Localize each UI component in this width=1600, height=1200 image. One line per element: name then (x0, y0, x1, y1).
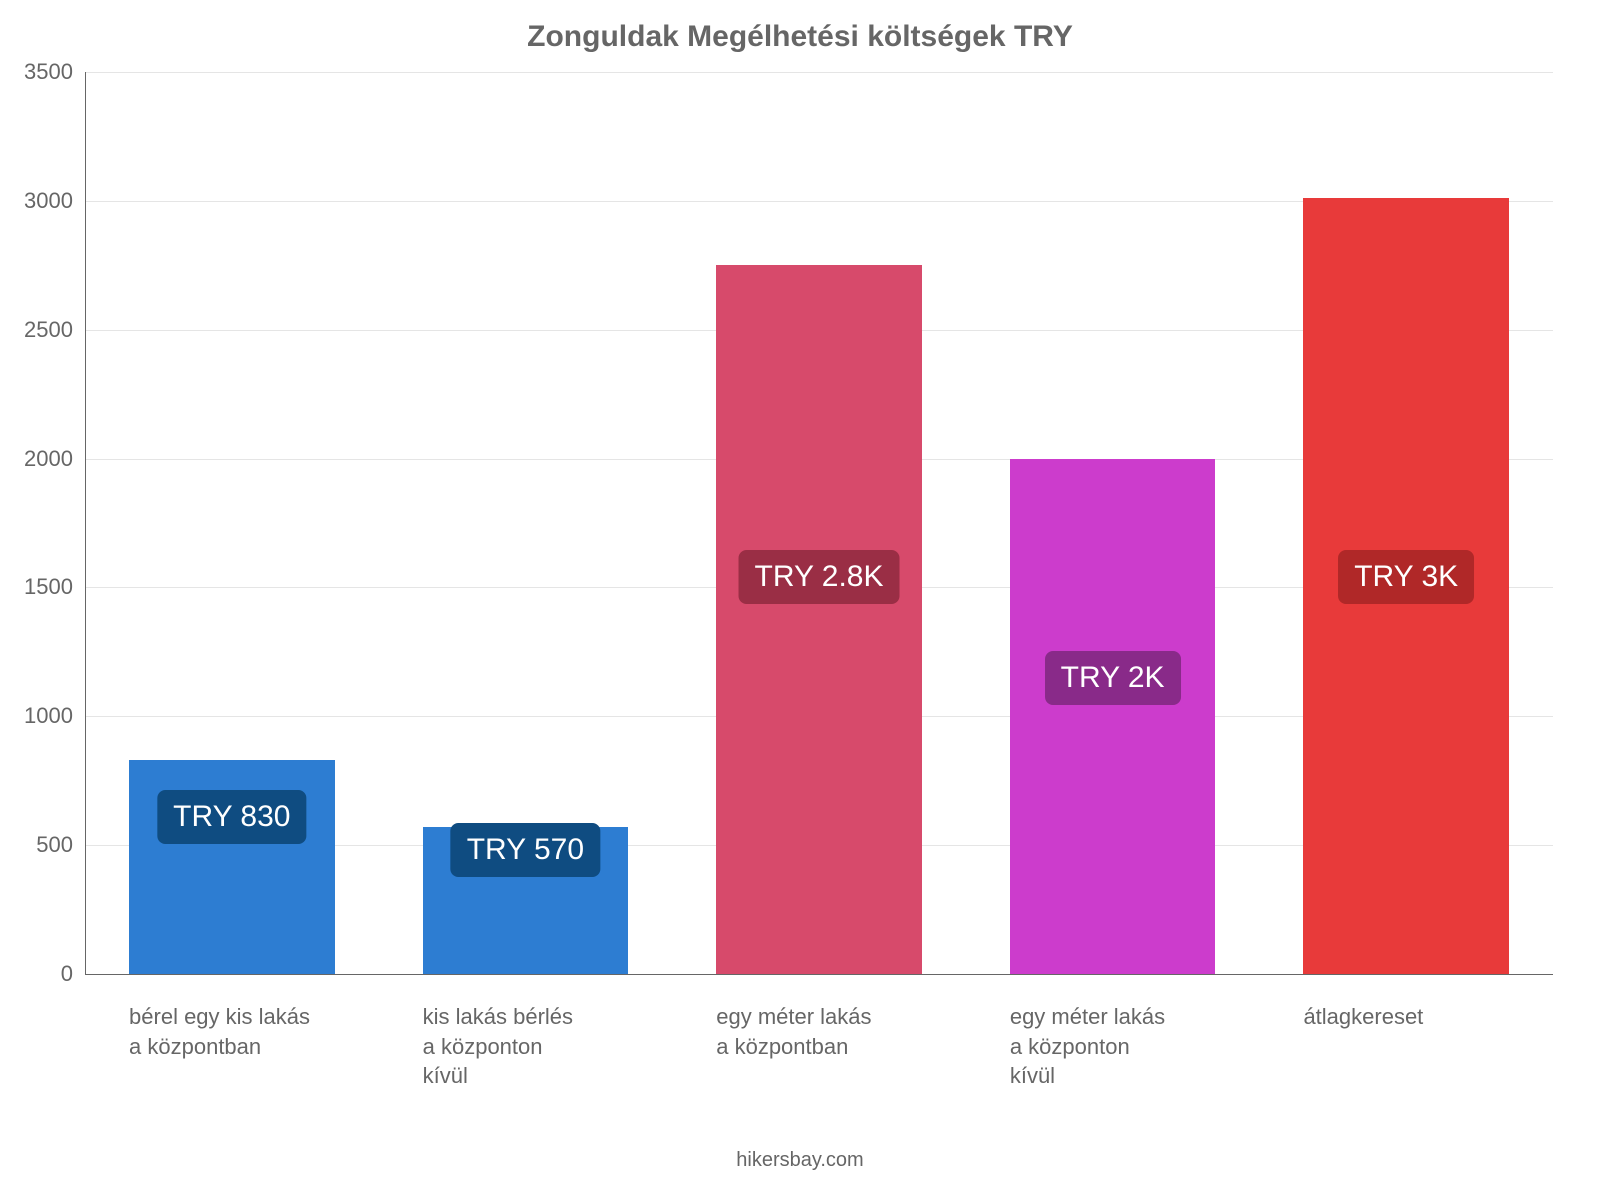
bar (1010, 459, 1216, 974)
gridline (85, 72, 1553, 73)
x-tick-label: bérel egy kis lakás a központban (129, 1002, 375, 1061)
y-tick-label: 2500 (3, 317, 73, 343)
x-tick-label: egy méter lakás a központon kívül (1010, 1002, 1256, 1091)
y-axis (85, 72, 86, 974)
plot-area: 0500100015002000250030003500TRY 830bérel… (85, 72, 1553, 974)
y-tick-label: 1500 (3, 574, 73, 600)
chart-container: Zonguldak Megélhetési költségek TRY 0500… (0, 0, 1600, 1200)
y-tick-label: 0 (3, 961, 73, 987)
x-tick-label: kis lakás bérlés a központon kívül (423, 1002, 669, 1091)
x-tick-label: átlagkereset (1303, 1002, 1549, 1032)
bar-value-label: TRY 3K (1338, 550, 1474, 604)
x-tick-label: egy méter lakás a központban (716, 1002, 962, 1061)
y-tick-label: 3500 (3, 59, 73, 85)
x-axis (85, 974, 1553, 975)
bar (716, 265, 922, 974)
y-tick-label: 500 (3, 832, 73, 858)
bar-value-label: TRY 570 (451, 823, 600, 877)
bar-value-label: TRY 830 (157, 790, 306, 844)
y-tick-label: 1000 (3, 703, 73, 729)
bar-value-label: TRY 2.8K (739, 550, 900, 604)
y-tick-label: 3000 (3, 188, 73, 214)
bar-value-label: TRY 2K (1045, 651, 1181, 705)
y-tick-label: 2000 (3, 446, 73, 472)
chart-title: Zonguldak Megélhetési költségek TRY (0, 20, 1600, 54)
chart-footer: hikersbay.com (0, 1149, 1600, 1172)
